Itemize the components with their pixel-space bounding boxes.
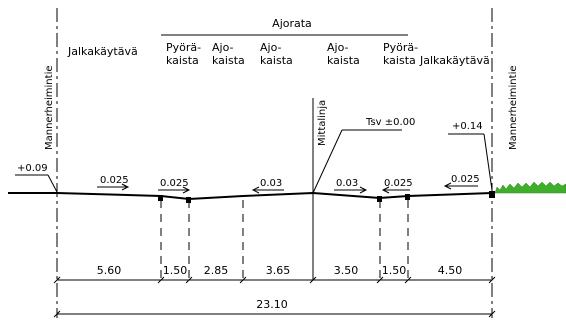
elevation-left-label: +0.09 [17, 163, 48, 174]
dimension-7: 4.50 [438, 264, 463, 277]
slope-value-1: 0.025 [100, 175, 129, 186]
slope-annotation-3: 0.03 [251, 178, 284, 194]
slope-annotation-1: 0.025 [97, 175, 130, 191]
dimension-4: 3.65 [266, 264, 291, 277]
bike-lane-right-label-2: kaista [383, 54, 416, 67]
slope-arrow-head-4 [359, 186, 368, 194]
dimension-chain [53, 276, 496, 284]
street-name-left: Mannerheimintie [44, 66, 55, 151]
dimension-6: 1.50 [382, 264, 407, 277]
lane-2-label-2: kaista [260, 54, 293, 67]
dimension-tick-2 [157, 276, 165, 284]
slope-value-4: 0.03 [336, 178, 358, 189]
lane-1-label-1: Ajo- [212, 41, 234, 54]
lane-2-label-1: Ajo- [260, 41, 282, 54]
dimension-5: 3.50 [334, 264, 359, 277]
curb-marker-4 [405, 194, 410, 200]
lane-3-label-2: kaista [327, 54, 360, 67]
sidewalk-left-label: Jalkakäytävä [67, 45, 138, 58]
elevation-tsv: Tsv ±0.00 [312, 117, 415, 194]
elevation-left-pointer [47, 174, 58, 193]
curb-marker-1 [158, 195, 163, 201]
total-dimension-tick-left [53, 310, 61, 318]
sidewalk-right-label: Jalkakäytävä [419, 54, 490, 67]
slope-arrow-head-1 [121, 183, 130, 191]
dimension-tick-8 [488, 276, 496, 284]
elevation-right-label: +0.14 [452, 121, 483, 132]
slope-annotation-4: 0.03 [334, 178, 368, 194]
curb-marker-3 [377, 196, 382, 202]
curb-markers [158, 191, 495, 203]
elevation-tsv-label: Tsv ±0.00 [365, 117, 415, 128]
extension-lines [56, 8, 493, 318]
slope-value-5: 0.025 [384, 178, 413, 189]
slope-value-2: 0.025 [160, 178, 189, 189]
elevation-right-pointer [483, 133, 493, 191]
road-surface-profile [8, 191, 493, 201]
dimension-tick-4 [239, 276, 247, 284]
street-name-right: Mannerheimintie [508, 66, 519, 151]
dimension-tick-1 [53, 276, 61, 284]
lane-1-label-2: kaista [212, 54, 245, 67]
slope-arrow-head-6 [443, 182, 452, 190]
slope-annotation-6: 0.025 [443, 174, 480, 190]
grass-shape [494, 181, 566, 194]
bike-lane-right-label-1: Pyörä- [383, 41, 418, 54]
dimension-1: 5.60 [97, 264, 122, 277]
slope-value-6: 0.025 [451, 174, 480, 185]
total-width: 23.10 [256, 298, 288, 311]
elevation-left: +0.09 [15, 163, 58, 193]
dimension-2: 1.50 [163, 264, 188, 277]
lane-3-label-1: Ajo- [327, 41, 349, 54]
dimension-tick-6 [376, 276, 384, 284]
total-dimension [53, 310, 496, 318]
curb-marker-2 [186, 197, 191, 203]
slope-arrow-head-5 [381, 186, 390, 194]
curb-marker-5 [489, 191, 495, 198]
slope-arrow-head-2 [182, 186, 191, 194]
dimension-tick-3 [185, 276, 193, 284]
bike-lane-left-label-1: Pyörä- [166, 41, 201, 54]
roadway-title: Ajorata [272, 17, 312, 30]
dimension-tick-7 [404, 276, 412, 284]
dimension-3: 2.85 [204, 264, 229, 277]
slope-annotation-2: 0.025 [158, 178, 191, 194]
elevation-right: +0.14 [448, 121, 493, 191]
dimension-tick-5 [309, 276, 317, 284]
bike-lane-left-label-2: kaista [166, 54, 199, 67]
slope-value-3: 0.03 [260, 178, 282, 189]
slope-annotation-5: 0.025 [381, 178, 413, 194]
measurement-line-label: Mittalinja [317, 100, 328, 146]
slope-arrow-head-3 [251, 186, 260, 194]
grass-strip [494, 181, 566, 194]
total-dimension-tick-right [488, 310, 496, 318]
elevation-tsv-pointer [312, 129, 343, 194]
